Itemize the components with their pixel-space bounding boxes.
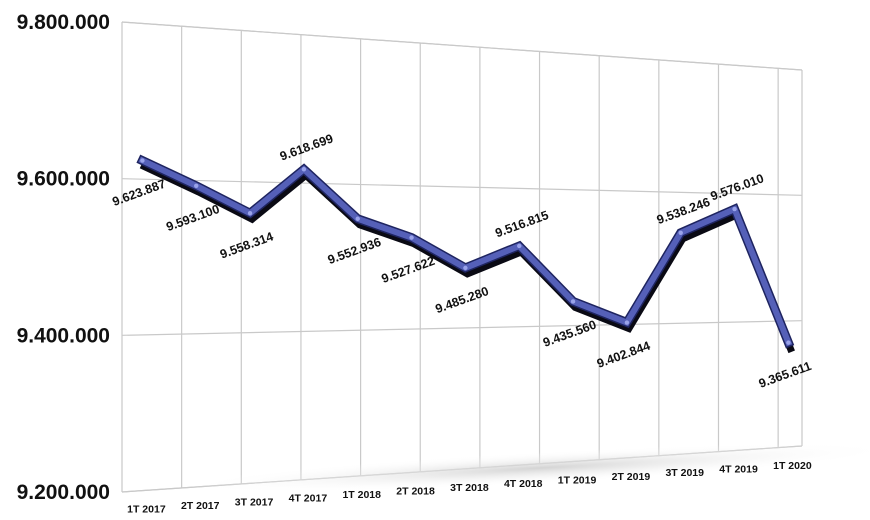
data-point — [355, 216, 360, 221]
x-tick-label: 1T 2018 — [342, 489, 381, 501]
data-label: 9.552.936 — [326, 235, 383, 267]
vertical-gridlines — [181, 26, 779, 488]
x-tick-label: 4T 2019 — [719, 464, 758, 476]
gridline-h-2 — [121, 320, 803, 336]
x-tick-label: 3T 2019 — [665, 467, 704, 479]
gridline-h-0 — [121, 21, 803, 71]
gridline-h-1 — [121, 178, 803, 196]
x-axis-ticks: 1T 2017 2T 2017 3T 2017 4T 2017 1T 2018 2T 20… — [127, 460, 812, 516]
data-label: 9.435.560 — [541, 318, 598, 350]
x-tick-label: 1T 2020 — [773, 460, 812, 472]
y-axis-ticks: 9.800.000 9.600.000 9.400.000 9.200.000 — [17, 11, 110, 504]
x-tick-label: 1T 2019 — [558, 474, 597, 486]
x-tick-label: 3T 2017 — [235, 496, 274, 508]
data-label: 9.558.314 — [218, 229, 275, 261]
x-tick-label: 4T 2017 — [289, 493, 328, 505]
data-point — [678, 230, 683, 235]
y-tick-label: 9.400.000 — [17, 324, 110, 347]
data-label: 9.618.699 — [278, 131, 335, 163]
data-point — [301, 167, 307, 172]
data-point — [786, 340, 791, 345]
y-tick-label: 9.600.000 — [17, 168, 110, 191]
floor-shadow — [180, 443, 870, 493]
x-tick-label: 2T 2017 — [181, 500, 220, 512]
data-point — [409, 235, 414, 240]
series-line — [136, 154, 795, 354]
x-tick-label: 2T 2019 — [612, 471, 651, 483]
data-label: 9.485.280 — [434, 284, 491, 316]
data-point — [194, 183, 199, 188]
x-tick-label: 2T 2018 — [396, 485, 435, 497]
x-tick-label: 3T 2018 — [450, 482, 489, 494]
y-tick-label: 9.800.000 — [17, 11, 110, 34]
data-point — [517, 243, 522, 249]
data-label: 9.576.010 — [709, 171, 766, 203]
data-point — [247, 211, 253, 216]
data-point — [463, 265, 468, 271]
data-label: 9.593.100 — [164, 202, 221, 234]
data-point — [140, 158, 145, 163]
data-point — [624, 320, 630, 325]
data-label: 9.402.844 — [595, 339, 652, 371]
data-label: 9.623.887 — [111, 177, 168, 209]
data-point — [732, 206, 737, 212]
data-label: 9.365.611 — [757, 359, 813, 391]
data-point — [570, 299, 576, 304]
data-label: 9.527.622 — [380, 254, 437, 286]
x-tick-label: 1T 2017 — [127, 504, 166, 516]
series-line-depth — [139, 161, 795, 354]
x-tick-label: 4T 2018 — [504, 478, 543, 490]
y-tick-label: 9.200.000 — [17, 481, 110, 504]
data-label: 9.516.815 — [493, 208, 550, 240]
